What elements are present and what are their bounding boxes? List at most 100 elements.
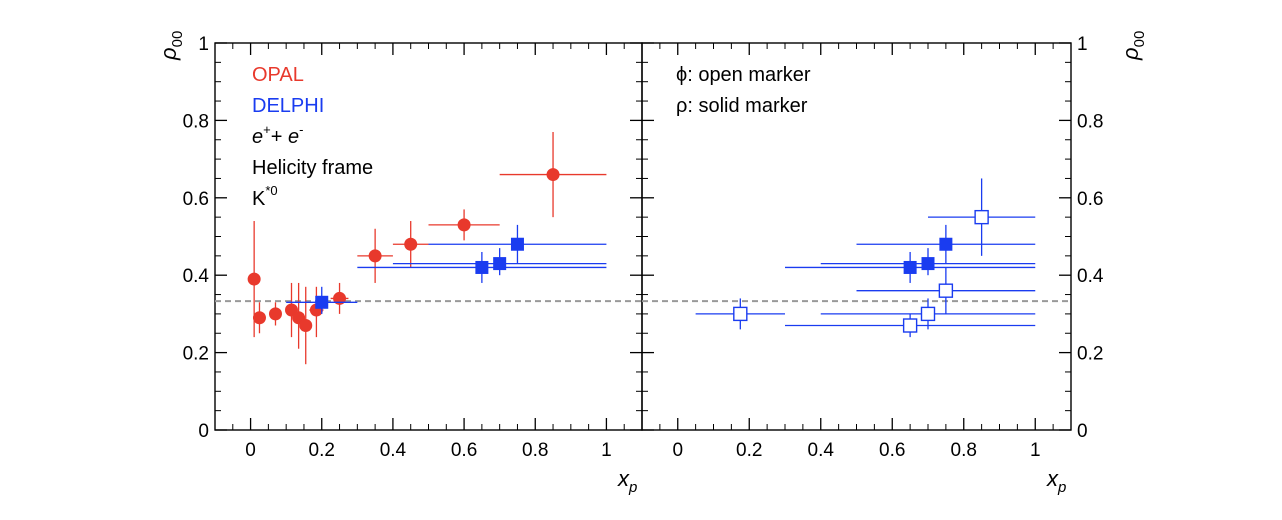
legend-plus: + [271, 126, 288, 148]
left-panel: 0 0.2 0.4 0.6 0.8 1 0 0.2 0.4 0.6 0.8 1 OPAL DELPHI… [156, 31, 643, 496]
legend-opal: OPAL [252, 64, 304, 86]
data-point [252, 302, 266, 334]
data-point [856, 224, 1036, 264]
data-point [428, 224, 607, 264]
marker-square-filled [475, 260, 489, 274]
x-axis-label-right: xp [1046, 466, 1066, 496]
left-x-tick-label: 1 [601, 440, 612, 461]
right-series-ϕ [695, 178, 1036, 338]
left-x-tick-label: 0 [245, 440, 256, 461]
data-point [785, 313, 1036, 338]
x-axis-label-right-sub: p [1057, 479, 1066, 496]
data-point [268, 302, 282, 326]
marker-circle-filled [457, 218, 471, 232]
y-axis-label-left: ρ00 [156, 31, 186, 61]
marker-square-open [920, 306, 936, 322]
marker-square-filled [903, 260, 917, 274]
left-x-tick-label: 0.8 [522, 440, 548, 461]
marker-circle-filled [333, 291, 347, 305]
left-y-tick-label: 0.4 [183, 266, 210, 287]
right-x-tick-label: 0.6 [879, 440, 905, 461]
y-axis-label-right-sub: 00 [1131, 31, 1148, 48]
legend-particle: K*0 [252, 183, 278, 210]
right-y-tick-label: 0 [1077, 421, 1088, 442]
y-axis-label-left-sub: 00 [169, 31, 186, 48]
marker-square-filled [939, 237, 953, 251]
right-x-tick-label: 0.2 [736, 440, 762, 461]
left-y-tick-label: 0 [198, 421, 209, 442]
marker-square-filled [510, 237, 524, 251]
left-x-tick-label: 0.2 [309, 440, 335, 461]
data-point [285, 282, 299, 338]
legend-electron-2-charge: - [299, 122, 303, 137]
marker-circle-filled [268, 307, 282, 321]
x-axis-label-left-sub: p [628, 479, 637, 496]
x-axis-label-left: xp [617, 466, 637, 496]
legend-delphi: DELPHI [252, 95, 324, 117]
legend-electron-2: e [288, 126, 299, 148]
x-axis-label-right-main: x [1046, 466, 1059, 491]
right-legend: ϕ: open marker ρ: solid marker [676, 64, 811, 117]
marker-square-open [938, 283, 954, 298]
data-point [392, 248, 607, 276]
marker-square-filled [315, 295, 329, 309]
right-y-tick-label: 1 [1077, 34, 1088, 55]
right-x-tick-label: 1 [1030, 440, 1041, 461]
legend-rho: ρ: solid marker [676, 95, 808, 117]
right-y-axis-label: ρ00 [1118, 31, 1148, 61]
left-y-tick-label: 0.2 [183, 344, 209, 365]
right-y-tick-label: 0.6 [1077, 189, 1103, 210]
data-point [820, 298, 1036, 330]
right-panel: 0 0.2 0.4 0.6 0.8 1 0 0.2 0.4 0.6 0.8 1 ϕ: open mar… [641, 31, 1148, 496]
data-point [286, 286, 358, 314]
right-y-tick-label: 0.4 [1077, 266, 1104, 287]
legend-kaon: K [252, 188, 266, 210]
marker-circle-filled [299, 319, 313, 333]
left-series-delphi [286, 224, 607, 314]
y-axis-label-right: ρ00 [1118, 31, 1148, 61]
left-data-series [247, 132, 607, 365]
marker-square-open [902, 318, 918, 333]
marker-circle-filled [252, 311, 266, 325]
legend-phi: ϕ: open marker [676, 64, 811, 86]
right-y-tick-label: 0.2 [1077, 344, 1103, 365]
data-point [856, 267, 1036, 314]
marker-square-filled [921, 257, 935, 271]
right-x-tick-label: 0.4 [808, 440, 835, 461]
right-data-series [695, 178, 1036, 338]
marker-circle-filled [404, 237, 418, 251]
data-point [299, 286, 313, 365]
x-axis-label-left-main: x [617, 466, 630, 491]
left-legend: OPAL DELPHI e++ e- Helicity frame K*0 [252, 64, 373, 210]
right-axis-ticks: 0 0.2 0.4 0.6 0.8 1 0 0.2 0.4 0.6 0.8 1 [642, 34, 1104, 461]
marker-circle-filled [247, 272, 261, 286]
data-point [820, 248, 1036, 276]
data-point [292, 282, 306, 349]
left-y-tick-label: 0.6 [183, 189, 209, 210]
marker-square-open [974, 209, 989, 225]
data-point [695, 298, 785, 330]
left-y-tick-label: 1 [198, 34, 209, 55]
marker-square-filled [493, 257, 507, 271]
legend-electron-1: e [252, 126, 263, 148]
left-y-axis-label: ρ00 [156, 31, 186, 61]
data-point [357, 251, 607, 283]
data-point [330, 282, 349, 314]
right-y-tick-label: 0.8 [1077, 111, 1103, 132]
legend-kaon-sup: *0 [265, 183, 277, 198]
marker-circle-filled [368, 249, 382, 263]
left-x-tick-label: 0.4 [380, 440, 407, 461]
left-x-tick-label: 0.6 [451, 440, 477, 461]
marker-square-open [733, 306, 748, 322]
y-axis-label-left-main: ρ [156, 47, 181, 61]
left-axis-ticks: 0 0.2 0.4 0.6 0.8 1 0 0.2 0.4 0.6 0.8 1 [183, 34, 642, 461]
legend-collision: e++ e- [252, 122, 303, 148]
legend-frame: Helicity frame [252, 157, 373, 179]
data-point [392, 221, 429, 268]
left-y-tick-label: 0.8 [183, 111, 209, 132]
data-point [785, 251, 1036, 283]
right-x-tick-label: 0.8 [951, 440, 977, 461]
right-series-ρ [785, 224, 1036, 283]
legend-electron-1-charge: + [263, 122, 271, 137]
data-point [428, 209, 500, 241]
